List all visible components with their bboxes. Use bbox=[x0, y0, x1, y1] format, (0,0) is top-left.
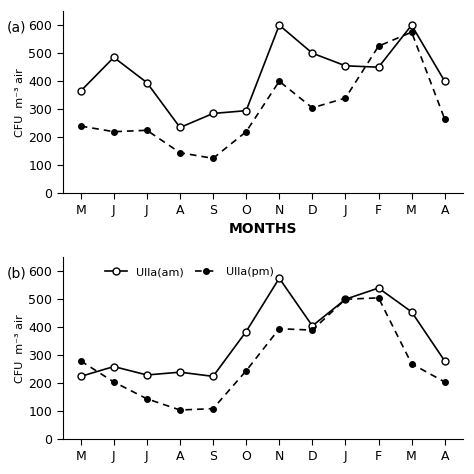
X-axis label: MONTHS: MONTHS bbox=[228, 222, 297, 237]
Text: (b): (b) bbox=[7, 266, 26, 280]
Y-axis label: CFU  m⁻³ air: CFU m⁻³ air bbox=[15, 314, 25, 383]
Text: (a): (a) bbox=[7, 20, 26, 34]
Legend: Ulla(am), Ulla(pm): Ulla(am), Ulla(pm) bbox=[100, 263, 278, 282]
Y-axis label: CFU  m⁻³ air: CFU m⁻³ air bbox=[15, 68, 25, 137]
